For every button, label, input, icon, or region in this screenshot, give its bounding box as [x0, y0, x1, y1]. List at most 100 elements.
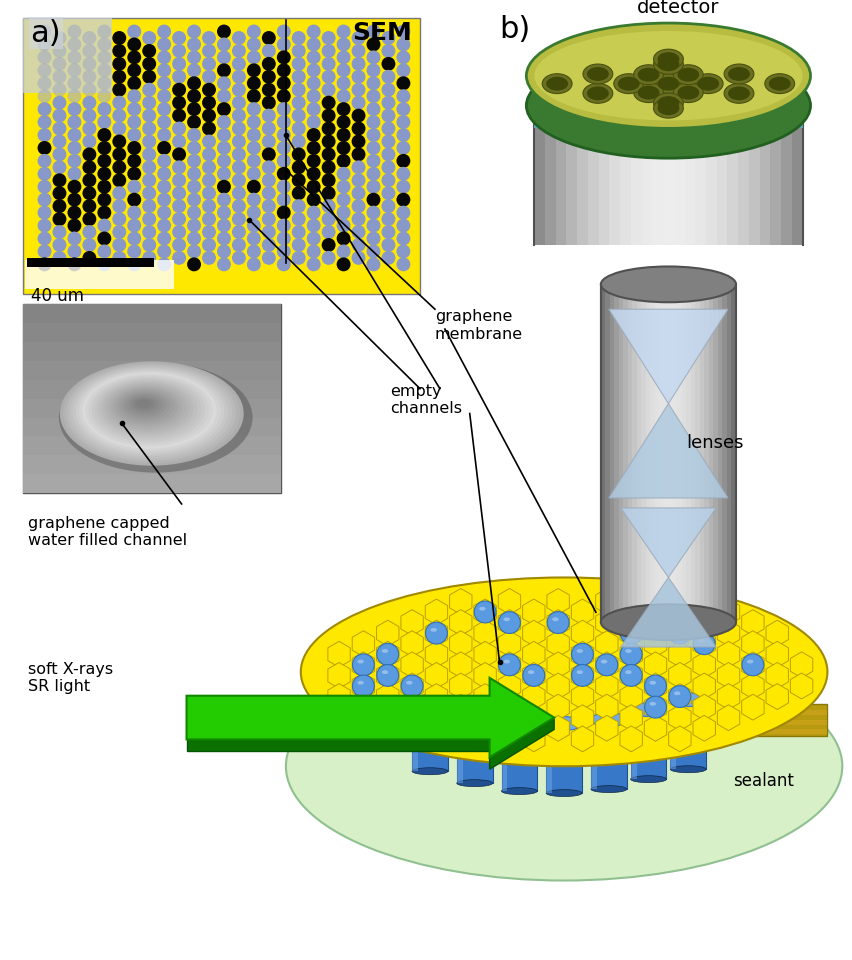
Polygon shape	[619, 726, 642, 752]
Ellipse shape	[600, 267, 735, 302]
Circle shape	[157, 154, 171, 168]
Ellipse shape	[357, 660, 364, 663]
Polygon shape	[668, 599, 690, 625]
Circle shape	[232, 212, 245, 226]
Circle shape	[67, 128, 81, 142]
Ellipse shape	[101, 382, 193, 434]
Circle shape	[97, 154, 111, 168]
Ellipse shape	[357, 681, 364, 684]
Polygon shape	[474, 662, 496, 688]
Circle shape	[307, 193, 320, 206]
Polygon shape	[501, 725, 537, 791]
Circle shape	[291, 174, 305, 187]
Circle shape	[112, 57, 126, 71]
Circle shape	[291, 199, 305, 213]
Circle shape	[351, 122, 365, 135]
Bar	[636, 284, 642, 622]
Polygon shape	[595, 715, 618, 741]
Polygon shape	[474, 726, 496, 752]
Polygon shape	[352, 694, 374, 720]
Polygon shape	[619, 662, 642, 688]
Ellipse shape	[111, 387, 181, 427]
Ellipse shape	[527, 670, 533, 674]
Bar	[694, 284, 700, 622]
Circle shape	[97, 245, 111, 258]
Bar	[23, 342, 280, 361]
Circle shape	[53, 251, 66, 265]
Circle shape	[321, 83, 335, 97]
Ellipse shape	[533, 31, 802, 120]
Circle shape	[396, 180, 410, 194]
Ellipse shape	[653, 74, 682, 93]
Circle shape	[246, 51, 261, 64]
Circle shape	[172, 96, 186, 109]
Polygon shape	[717, 620, 739, 646]
Circle shape	[67, 89, 81, 103]
Bar	[645, 284, 651, 622]
Ellipse shape	[723, 64, 753, 84]
Bar	[23, 455, 280, 474]
Circle shape	[262, 57, 275, 71]
Circle shape	[172, 238, 186, 252]
Bar	[619, 66, 631, 245]
Bar	[663, 284, 669, 622]
Circle shape	[53, 57, 66, 71]
Polygon shape	[522, 705, 544, 731]
Circle shape	[474, 601, 496, 623]
Circle shape	[307, 63, 320, 77]
Bar	[605, 284, 610, 622]
Circle shape	[127, 102, 141, 116]
Circle shape	[291, 108, 305, 123]
Circle shape	[142, 148, 156, 161]
Polygon shape	[595, 652, 618, 678]
Circle shape	[337, 154, 350, 168]
Circle shape	[83, 122, 96, 135]
Polygon shape	[376, 620, 399, 646]
Circle shape	[262, 108, 275, 123]
Polygon shape	[595, 588, 618, 614]
Circle shape	[337, 245, 350, 258]
Polygon shape	[376, 705, 399, 731]
Text: sealant: sealant	[732, 772, 793, 790]
Text: b): b)	[499, 15, 530, 44]
Ellipse shape	[542, 74, 572, 93]
Ellipse shape	[613, 74, 643, 93]
Circle shape	[425, 622, 446, 644]
Circle shape	[202, 57, 216, 71]
Circle shape	[187, 128, 201, 142]
Circle shape	[37, 219, 51, 232]
Circle shape	[127, 231, 141, 246]
Polygon shape	[595, 694, 618, 720]
Bar	[676, 284, 682, 622]
Circle shape	[337, 25, 350, 38]
Circle shape	[396, 167, 410, 180]
Circle shape	[187, 231, 201, 246]
Circle shape	[381, 44, 395, 58]
Circle shape	[112, 251, 126, 265]
Circle shape	[381, 134, 395, 149]
Circle shape	[396, 89, 410, 103]
Circle shape	[187, 193, 201, 206]
Bar	[727, 66, 739, 245]
Polygon shape	[400, 610, 423, 636]
Text: graphene
membrane: graphene membrane	[435, 309, 522, 342]
Circle shape	[157, 193, 171, 206]
Circle shape	[157, 245, 171, 258]
Polygon shape	[717, 599, 739, 625]
Text: lenses: lenses	[686, 434, 743, 452]
Circle shape	[337, 180, 350, 194]
Circle shape	[351, 160, 365, 175]
Ellipse shape	[107, 385, 186, 429]
Circle shape	[187, 76, 201, 90]
Polygon shape	[457, 716, 492, 783]
Circle shape	[37, 193, 51, 206]
Bar	[23, 380, 280, 398]
Circle shape	[112, 70, 126, 84]
Circle shape	[307, 167, 320, 180]
Circle shape	[321, 70, 335, 84]
Polygon shape	[608, 309, 728, 403]
Circle shape	[216, 102, 231, 116]
Circle shape	[97, 167, 111, 180]
Circle shape	[83, 148, 96, 161]
Circle shape	[187, 102, 201, 116]
